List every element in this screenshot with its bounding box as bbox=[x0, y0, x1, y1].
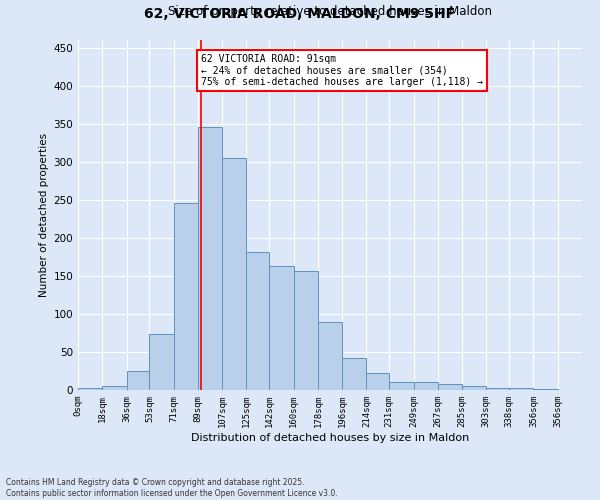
Bar bbox=[149, 334, 173, 390]
Bar bbox=[389, 382, 413, 390]
Bar bbox=[413, 382, 438, 390]
Bar bbox=[438, 384, 462, 390]
Text: Contains HM Land Registry data © Crown copyright and database right 2025.
Contai: Contains HM Land Registry data © Crown c… bbox=[6, 478, 338, 498]
Bar bbox=[509, 388, 533, 390]
Bar bbox=[487, 388, 509, 390]
Bar bbox=[342, 358, 367, 390]
Bar bbox=[293, 270, 318, 390]
Bar bbox=[247, 252, 269, 390]
Bar bbox=[462, 386, 487, 390]
Bar bbox=[173, 203, 198, 390]
Bar bbox=[533, 389, 558, 390]
Bar bbox=[222, 158, 247, 390]
Title: Size of property relative to detached houses in Maldon: Size of property relative to detached ho… bbox=[168, 5, 492, 18]
Bar bbox=[269, 266, 293, 390]
Text: 62 VICTORIA ROAD: 91sqm
← 24% of detached houses are smaller (354)
75% of semi-d: 62 VICTORIA ROAD: 91sqm ← 24% of detache… bbox=[200, 54, 482, 87]
Bar bbox=[127, 371, 149, 390]
Bar bbox=[78, 388, 102, 390]
Bar bbox=[318, 322, 342, 390]
Bar bbox=[367, 372, 389, 390]
Bar bbox=[198, 126, 222, 390]
Y-axis label: Number of detached properties: Number of detached properties bbox=[39, 133, 49, 297]
Text: 62, VICTORIA ROAD, MALDON, CM9 5HF: 62, VICTORIA ROAD, MALDON, CM9 5HF bbox=[145, 8, 455, 22]
X-axis label: Distribution of detached houses by size in Maldon: Distribution of detached houses by size … bbox=[191, 432, 469, 442]
Bar bbox=[102, 386, 127, 390]
